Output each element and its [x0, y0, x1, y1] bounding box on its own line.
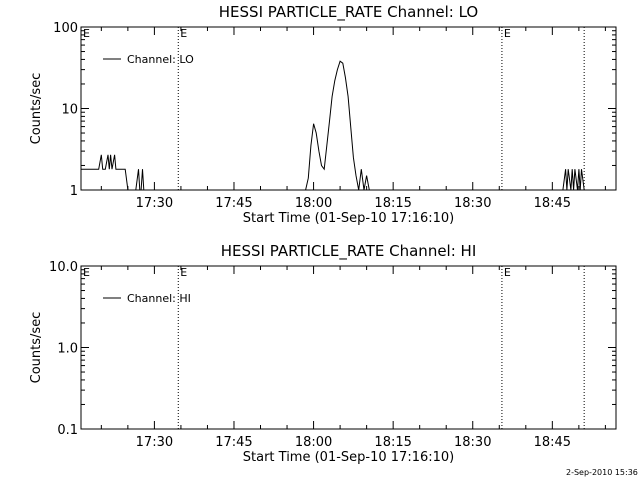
hi-y-tick-label: 10.0 — [49, 260, 78, 275]
hi-x-axis-label: Start Time (01-Sep-10 17:16:10) — [243, 450, 454, 465]
hi-x-tick-label: 18:15 — [374, 435, 411, 450]
hi-event-marker-label: E — [180, 266, 187, 279]
hi-x-tick-label: 18:00 — [295, 435, 332, 450]
hi-x-tick-label: 18:30 — [454, 435, 491, 450]
lo-event-marker-label: E — [504, 27, 511, 40]
lo-y-tick-label: 10 — [61, 103, 78, 118]
lo-series-line — [81, 60, 585, 191]
hi-plot-frame — [80, 265, 617, 430]
hi-legend-label: Channel: HI — [127, 292, 191, 305]
lo-x-tick-label: 18:00 — [295, 196, 332, 211]
lo-plot-frame — [80, 26, 617, 191]
print-timestamp: 2-Sep-2010 15:36 — [566, 468, 638, 477]
lo-x-axis-label: Start Time (01-Sep-10 17:16:10) — [243, 211, 454, 226]
lo-event-marker-label: E — [180, 27, 187, 40]
lo-x-tick-label: 17:30 — [136, 196, 173, 211]
lo-chart-title: HESSI PARTICLE_RATE Channel: LO — [219, 3, 478, 22]
hi-x-tick-label: 18:45 — [534, 435, 571, 450]
lo-y-tick-label: 100 — [53, 21, 78, 36]
lo-y-tick-label: 1 — [70, 184, 78, 199]
hi-y-tick-label: 0.1 — [57, 423, 78, 438]
hi-chart-title: HESSI PARTICLE_RATE Channel: HI — [221, 242, 477, 261]
lo-x-tick-label: 18:15 — [374, 196, 411, 211]
lo-x-tick-label: 18:30 — [454, 196, 491, 211]
lo-y-axis-label: Counts/sec — [29, 73, 44, 145]
hi-y-tick-label: 1.0 — [57, 342, 78, 357]
hi-x-tick-label: 17:45 — [215, 435, 252, 450]
lo-x-tick-label: 18:45 — [534, 196, 571, 211]
hi-x-tick-label: 17:30 — [136, 435, 173, 450]
hi-event-marker-label-left: E — [83, 266, 90, 279]
lo-legend-label: Channel: LO — [127, 53, 194, 66]
hi-event-marker-label: E — [504, 266, 511, 279]
hi-y-axis-label: Counts/sec — [29, 312, 44, 384]
lo-x-tick-label: 17:45 — [215, 196, 252, 211]
lo-event-marker-label-left: E — [83, 27, 90, 40]
